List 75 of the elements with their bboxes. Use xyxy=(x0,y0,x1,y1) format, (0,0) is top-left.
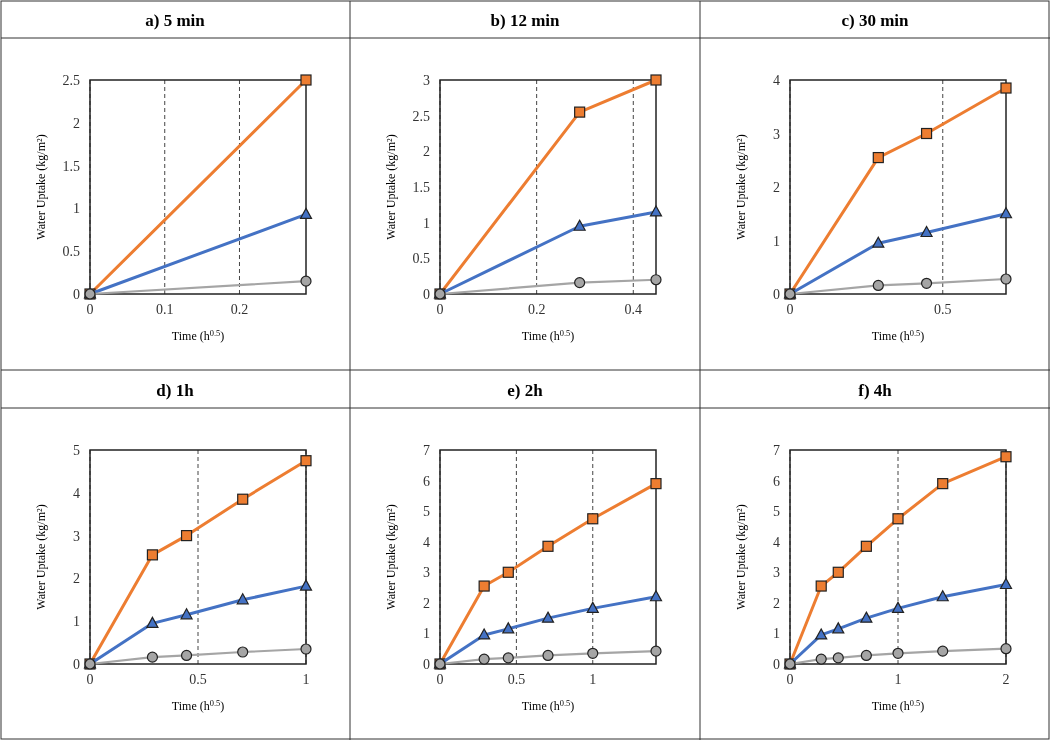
y-tick-label: 3 xyxy=(73,528,80,544)
y-tick-label: 3 xyxy=(423,565,430,581)
x-tick-label: 0.5 xyxy=(507,672,526,687)
x-tick-label: 0.5 xyxy=(189,672,207,687)
chart-title: b) 12 min xyxy=(490,11,561,30)
y-tick-label: 0 xyxy=(73,287,80,302)
y-tick-label: 0 xyxy=(773,287,780,302)
y-tick-label: 2 xyxy=(73,571,80,587)
chart-title: a) 5 min xyxy=(145,11,206,30)
x-tick-label: 0.5 xyxy=(934,302,952,317)
y-tick-label: 7 xyxy=(773,443,780,458)
y-tick-label: 0 xyxy=(773,657,780,672)
y-tick-label: 2.5 xyxy=(62,73,80,88)
x-tick-label: 0.4 xyxy=(624,302,643,317)
x-tick-label: 1 xyxy=(894,672,902,687)
x-axis-title: Time (h$^{0.5}$) xyxy=(171,328,225,343)
y-tick-label: 2 xyxy=(773,180,780,195)
chart-title: d) 1h xyxy=(156,381,195,400)
y-tick-label: 7 xyxy=(423,443,430,458)
y-tick-label: 6 xyxy=(773,473,780,489)
chart-title: e) 2h xyxy=(507,381,544,400)
x-axis-title: Time (h$^{0.5}$) xyxy=(521,328,575,343)
chart-title: c) 30 min xyxy=(841,11,910,30)
x-tick-label: 0 xyxy=(436,672,444,687)
y-axis-title: Water Uptake (kg/m²) xyxy=(734,134,748,240)
x-tick-label: 2 xyxy=(1002,672,1010,687)
y-tick-label: 2 xyxy=(423,595,430,611)
y-tick-label: 1 xyxy=(73,614,80,630)
y-tick-label: 4 xyxy=(73,485,80,501)
y-tick-label: 1 xyxy=(773,626,780,642)
y-tick-label: 2 xyxy=(73,115,80,131)
y-axis-title: Water Uptake (kg/m²) xyxy=(34,134,48,240)
y-tick-label: 1 xyxy=(773,233,780,249)
x-tick-label: 0 xyxy=(786,302,794,317)
x-tick-label: 0.1 xyxy=(155,302,174,317)
y-tick-label: 5 xyxy=(773,504,780,520)
y-tick-label: 0.5 xyxy=(62,244,80,260)
y-tick-label: 4 xyxy=(423,534,430,550)
y-tick-label: 1.5 xyxy=(412,180,430,195)
x-tick-label: 1 xyxy=(302,672,310,687)
y-tick-label: 2 xyxy=(423,144,430,160)
y-axis-title: Water Uptake (kg/m²) xyxy=(734,504,748,610)
y-tick-label: 1.5 xyxy=(62,158,80,174)
y-tick-label: 4 xyxy=(773,73,780,88)
x-axis-title: Time (h$^{0.5}$) xyxy=(521,698,575,713)
y-tick-label: 2.5 xyxy=(412,108,430,124)
y-tick-label: 4 xyxy=(773,534,780,550)
y-tick-label: 1 xyxy=(73,201,80,217)
x-tick-label: 0 xyxy=(86,672,94,687)
y-tick-label: 0 xyxy=(423,287,430,302)
x-axis-title: Time (h$^{0.5}$) xyxy=(871,328,925,343)
x-tick-label: 0 xyxy=(86,302,94,317)
x-tick-label: 0 xyxy=(436,302,444,317)
x-axis-title: Time (h$^{0.5}$) xyxy=(871,698,925,713)
x-tick-label: 0 xyxy=(786,672,794,687)
y-tick-label: 1 xyxy=(423,626,430,642)
x-tick-label: 0.2 xyxy=(527,302,546,317)
x-tick-label: 0.2 xyxy=(230,302,249,317)
y-tick-label: 3 xyxy=(773,565,780,581)
y-tick-label: 0.5 xyxy=(412,251,430,267)
y-tick-label: 2 xyxy=(773,595,780,611)
y-tick-label: 3 xyxy=(423,73,430,88)
y-tick-label: 3 xyxy=(773,126,780,142)
y-tick-label: 0 xyxy=(73,657,80,672)
y-tick-label: 6 xyxy=(423,473,430,489)
y-tick-label: 5 xyxy=(423,504,430,520)
y-tick-label: 5 xyxy=(73,443,80,458)
y-tick-label: 1 xyxy=(423,215,430,231)
y-axis-title: Water Uptake (kg/m²) xyxy=(34,504,48,610)
x-tick-label: 1 xyxy=(589,672,597,687)
chart-title: f) 4h xyxy=(858,381,893,400)
x-axis-title: Time (h$^{0.5}$) xyxy=(171,698,225,713)
y-axis-title: Water Uptake (kg/m²) xyxy=(384,504,398,610)
y-tick-label: 0 xyxy=(423,657,430,672)
y-axis-title: Water Uptake (kg/m²) xyxy=(384,134,398,240)
